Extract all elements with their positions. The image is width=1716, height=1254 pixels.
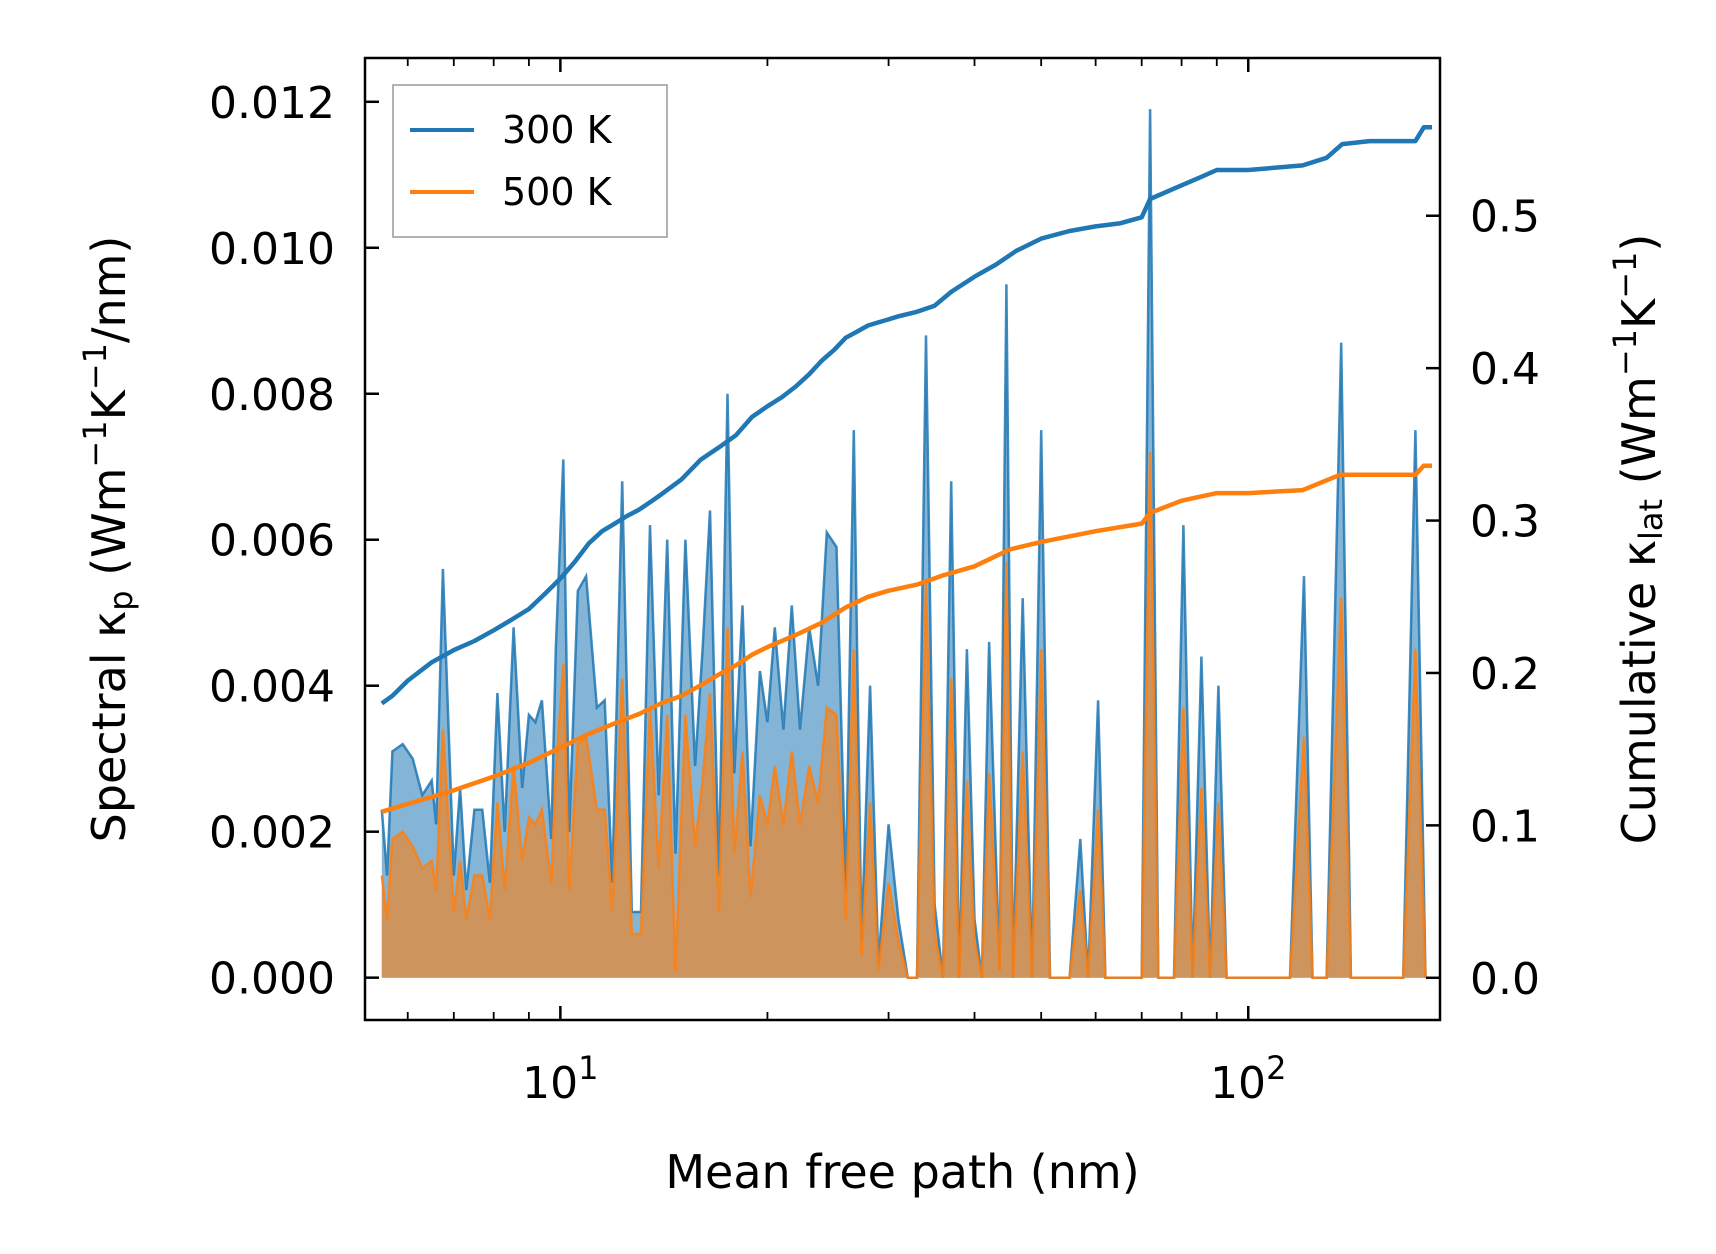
ticks-layer: 0.000 0.002 0.004 0.006 0.008 0.010 0.012 0.0 0.… (209, 58, 1540, 1109)
y-left-unit-mid: K (82, 388, 136, 420)
plot-frame (363, 56, 1442, 1022)
y-left-tick-label-3: 0.006 (209, 516, 335, 567)
y-left-tick-label-0: 0.000 (209, 954, 335, 1005)
cumulative-line-300k (380, 125, 1432, 706)
y-left-unit-post: /nm) (82, 236, 136, 343)
y-right-tick-label-3: 0.3 (1470, 497, 1540, 548)
y-right-unit-mid: K (1612, 297, 1666, 329)
y-left-tick-label-6: 0.012 (209, 78, 335, 129)
spectral-line-500k (380, 452, 1427, 979)
y-right-tick-label-5: 0.5 (1470, 192, 1540, 243)
y-left-sup1: −1 (76, 420, 114, 467)
legend-box (392, 84, 668, 238)
y-left-main: Spectral κ (82, 611, 136, 843)
y-right-sup1: −1 (1606, 329, 1644, 376)
y-right-unit-post: ) (1612, 234, 1666, 252)
y-right-unit-pre: (Wm (1612, 376, 1666, 499)
y-left-tick-label-4: 0.008 (209, 370, 335, 421)
y-axis-left-title: Spectral κp (Wm−1K−1/nm) (76, 236, 140, 843)
legend-label-500k: 500 K (502, 170, 613, 214)
y-right-tick-label-2: 0.2 (1470, 649, 1540, 700)
series-layer (380, 109, 1432, 979)
cumulative-line-500k (381, 463, 1432, 814)
y-left-sup2: −1 (76, 343, 114, 390)
y-right-main: Cumulative κ (1612, 540, 1666, 844)
y-right-sup2: −1 (1606, 252, 1644, 299)
y-left-tick-label-2: 0.004 (209, 662, 335, 713)
y-left-tick-label-1: 0.002 (209, 808, 335, 859)
y-left-sub: p (102, 590, 140, 610)
y-axis-right-title: Cumulative κlat (Wm−1K−1) (1606, 234, 1670, 845)
legend-label-300k: 300 K (502, 108, 613, 152)
x-tick-label-1: 102 (1210, 1049, 1286, 1109)
y-right-tick-label-4: 0.4 (1470, 344, 1540, 395)
spectral-area-500k (381, 452, 1426, 978)
y-left-tick-label-5: 0.010 (209, 224, 335, 275)
y-right-tick-label-1: 0.1 (1470, 801, 1540, 852)
y-left-unit-pre: (Wm (82, 468, 136, 591)
y-right-sub: lat (1632, 499, 1670, 540)
legend: 300 K 500 K (392, 84, 668, 238)
x-axis-title: Mean free path (nm) (665, 1145, 1139, 1199)
x-tick-label-0: 101 (522, 1049, 598, 1109)
y-right-tick-label-0: 0.0 (1470, 954, 1540, 1005)
